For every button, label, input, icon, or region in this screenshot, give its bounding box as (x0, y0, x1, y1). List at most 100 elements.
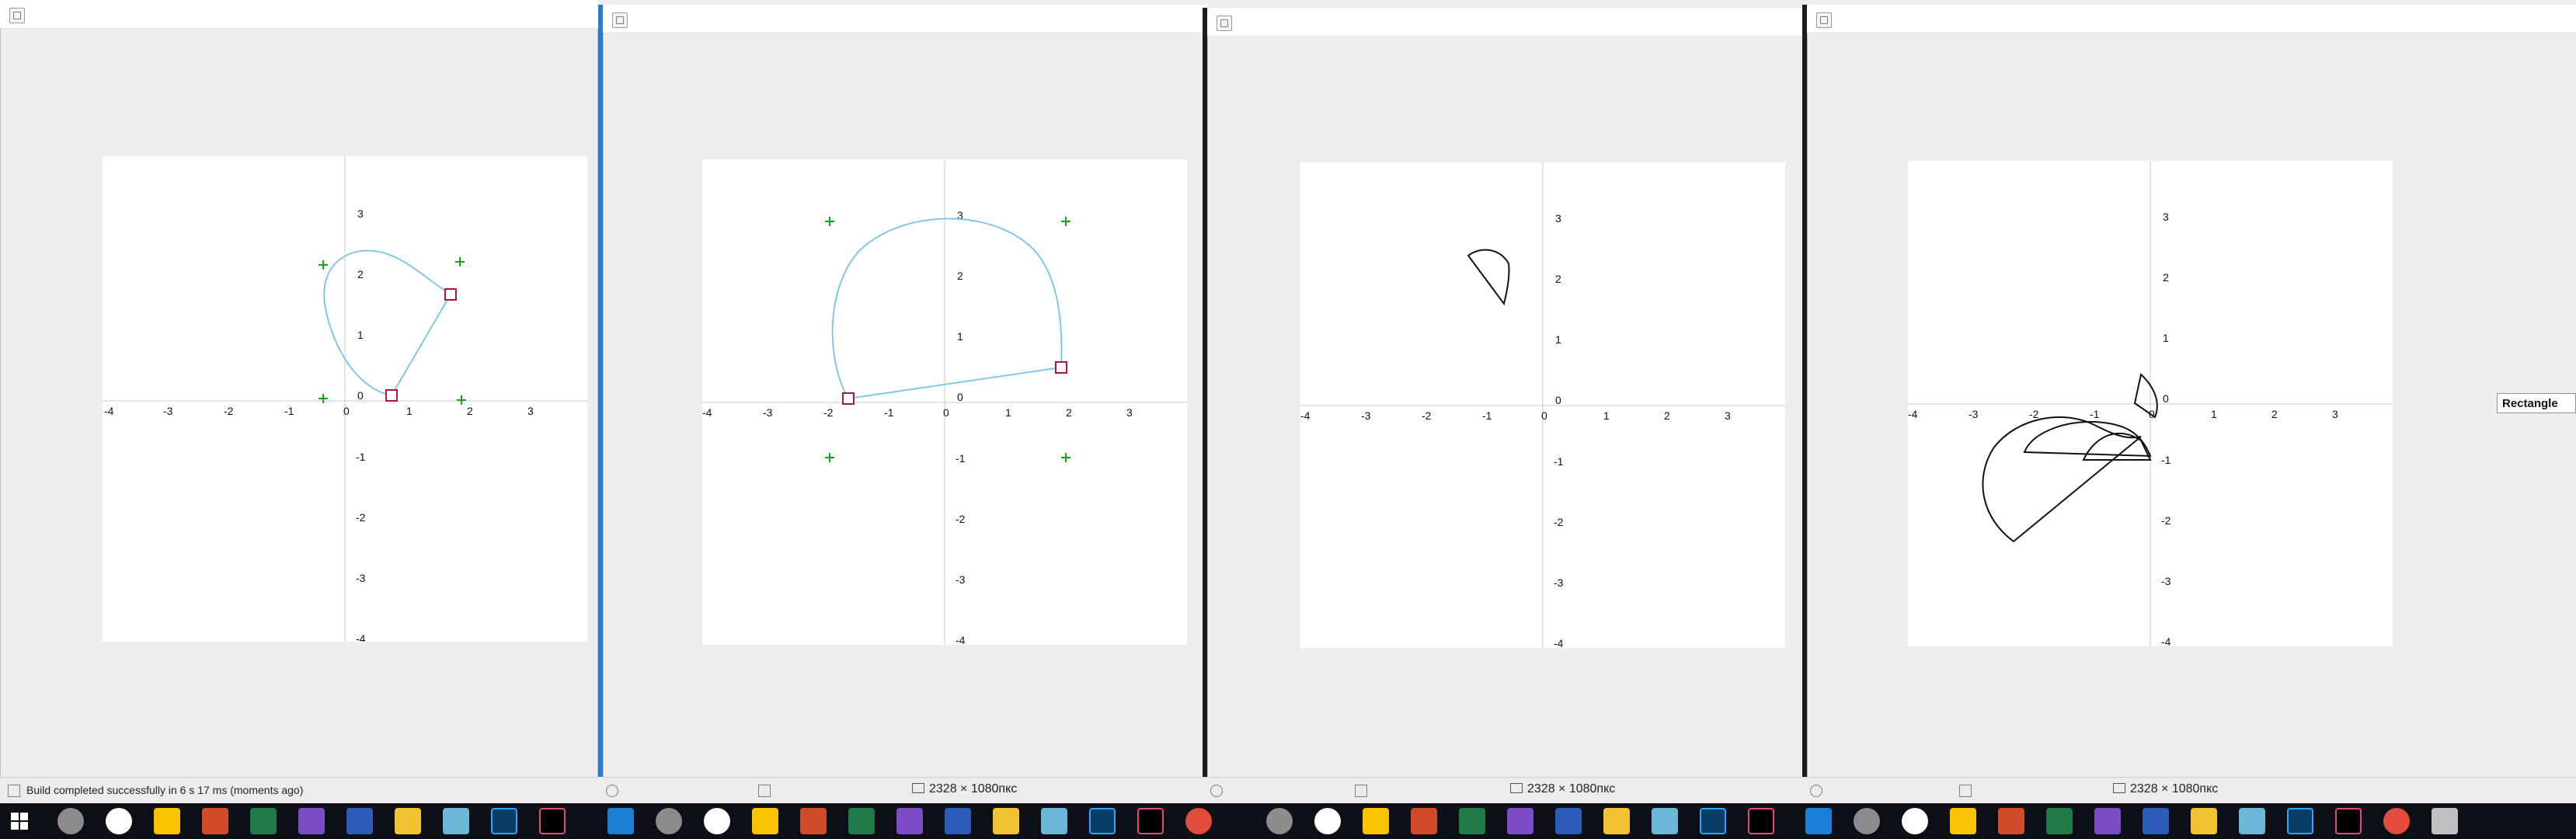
word-icon[interactable] (2143, 808, 2169, 834)
visual-studio-icon[interactable] (2094, 808, 2121, 834)
status-bar: Build completed successfully in 6 s 17 m… (0, 777, 598, 804)
chrome-icon[interactable] (2383, 808, 2410, 834)
sticky-notes-icon[interactable] (154, 808, 180, 834)
notepad-icon[interactable] (1652, 808, 1678, 834)
canvas-4[interactable]: -4 -3 -2 -1 0 1 2 3 3 2 1 0 -1 -2 -3 -4 (1908, 161, 2393, 648)
x-tick-label: 1 (1603, 409, 1610, 422)
x-tick-label: -4 (702, 406, 712, 419)
browser-w-icon[interactable] (1902, 808, 1928, 834)
y-tick-label: -3 (356, 572, 366, 584)
intellij-icon[interactable] (539, 808, 566, 834)
file-explorer-icon[interactable] (395, 808, 421, 834)
visual-studio-icon[interactable] (298, 808, 325, 834)
x-tick-label: 0 (943, 406, 949, 419)
settings-icon[interactable] (1266, 808, 1293, 834)
excel-icon[interactable] (848, 808, 875, 834)
status-bar: 2328 × 1080пкс (1207, 777, 1807, 804)
excel-icon[interactable] (250, 808, 277, 834)
y-tick-label: -1 (1554, 455, 1564, 468)
status-bar: 2328 × 1080пкс (603, 777, 1207, 804)
canvas-1[interactable]: -4 -3 -2 -1 0 1 2 3 3 2 1 0 -1 -2 -3 -4 (103, 156, 587, 645)
powerpoint-icon[interactable] (1998, 808, 2024, 834)
y-tick-label: -4 (2161, 635, 2171, 646)
x-tick-label: 3 (527, 405, 534, 417)
selection-icon (1355, 785, 1367, 797)
window-4: -4 -3 -2 -1 0 1 2 3 3 2 1 0 -1 -2 -3 -4 (1802, 5, 2576, 804)
powerpoint-icon[interactable] (1411, 808, 1437, 834)
y-tick-label: 2 (957, 270, 963, 282)
canvas-2[interactable]: -4 -3 -2 -1 0 1 2 3 3 2 1 0 -1 -2 -3 -4 (702, 159, 1187, 646)
plot-2: -4 -3 -2 -1 0 1 2 3 3 2 1 0 -1 -2 -3 -4 (702, 159, 1187, 646)
powerpoint-icon[interactable] (800, 808, 827, 834)
y-tick-label: -1 (2161, 454, 2171, 466)
file-explorer-icon[interactable] (1603, 808, 1630, 834)
excel-icon[interactable] (2046, 808, 2073, 834)
browser-w-icon[interactable] (1314, 808, 1341, 834)
x-tick-label: -4 (1300, 409, 1311, 422)
window-1: -4 -3 -2 -1 0 1 2 3 3 2 1 0 -1 -2 -3 -4 (0, 0, 598, 804)
notepad-icon[interactable] (1041, 808, 1067, 834)
windows-start-icon[interactable] (1805, 808, 1832, 834)
x-tick-label: 2 (2271, 408, 2278, 420)
y-tick-label: 1 (957, 330, 963, 343)
settings-icon[interactable] (656, 808, 682, 834)
y-tick-label: -2 (2161, 514, 2171, 527)
photoshop-icon[interactable] (1089, 808, 1116, 834)
canvas-dimensions: 2328 × 1080пкс (912, 782, 1017, 796)
word-icon[interactable] (346, 808, 373, 834)
window-2-titlebar[interactable] (603, 5, 1207, 33)
settings-icon[interactable] (1854, 808, 1880, 834)
settings-icon[interactable] (57, 808, 84, 834)
y-tick-label: 0 (957, 391, 963, 403)
visual-studio-icon[interactable] (1507, 808, 1533, 834)
move-icon (1210, 785, 1223, 797)
y-tick-label: 0 (2163, 392, 2169, 405)
y-tick-label: -1 (356, 451, 366, 463)
window-1-titlebar[interactable] (0, 0, 598, 29)
y-tick-label: -2 (956, 513, 966, 525)
x-tick-label: 2 (1664, 409, 1670, 422)
app-icon (612, 12, 628, 28)
x-tick-label: -4 (1908, 408, 1918, 420)
sticky-notes-icon[interactable] (1950, 808, 1976, 834)
sticky-notes-icon[interactable] (1363, 808, 1389, 834)
sticky-notes-icon[interactable] (752, 808, 778, 834)
chrome-icon[interactable] (1185, 808, 1212, 834)
visual-studio-icon[interactable] (896, 808, 923, 834)
window-3-titlebar[interactable] (1207, 8, 1807, 37)
windows-start-icon[interactable] (11, 813, 28, 830)
photoshop-icon[interactable] (1700, 808, 1726, 834)
taskbar (0, 803, 2576, 839)
window-4-titlebar[interactable] (1807, 5, 2576, 33)
file-explorer-icon[interactable] (2191, 808, 2217, 834)
x-tick-label: 1 (1005, 406, 1011, 419)
intellij-icon[interactable] (2335, 808, 2362, 834)
y-tick-label: 1 (357, 329, 364, 341)
word-icon[interactable] (945, 808, 971, 834)
intellij-icon[interactable] (1748, 808, 1774, 834)
x-tick-label: -1 (284, 405, 294, 417)
y-tick-label: -3 (2161, 575, 2171, 587)
intellij-icon[interactable] (1137, 808, 1164, 834)
photoshop-icon[interactable] (491, 808, 517, 834)
canvas-3[interactable]: -4 -3 -2 -1 0 1 2 3 3 2 1 0 -1 -2 -3 -4 (1300, 162, 1785, 649)
notepad-icon[interactable] (443, 808, 469, 834)
shape-type-label[interactable]: Rectangle (2497, 393, 2576, 413)
browser-w-icon[interactable] (106, 808, 132, 834)
file-explorer-icon[interactable] (993, 808, 1019, 834)
powerpoint-icon[interactable] (202, 808, 228, 834)
browser-w-icon[interactable] (704, 808, 730, 834)
photoshop-icon[interactable] (2287, 808, 2313, 834)
canvas-dimensions: 2328 × 1080пкс (1510, 782, 1615, 796)
build-status-text: Build completed successfully in 6 s 17 m… (26, 784, 304, 796)
excel-icon[interactable] (1459, 808, 1485, 834)
x-tick-label: -4 (104, 405, 114, 417)
word-icon[interactable] (1555, 808, 1582, 834)
java-icon[interactable] (2432, 808, 2458, 834)
notepad-icon[interactable] (2239, 808, 2265, 834)
y-tick-label: 1 (2163, 332, 2169, 344)
windows-start-icon[interactable] (607, 808, 634, 834)
x-tick-label: -1 (2090, 408, 2100, 420)
y-tick-label: -2 (1554, 516, 1564, 528)
window-2: -4 -3 -2 -1 0 1 2 3 3 2 1 0 -1 -2 -3 -4 (598, 5, 1207, 804)
